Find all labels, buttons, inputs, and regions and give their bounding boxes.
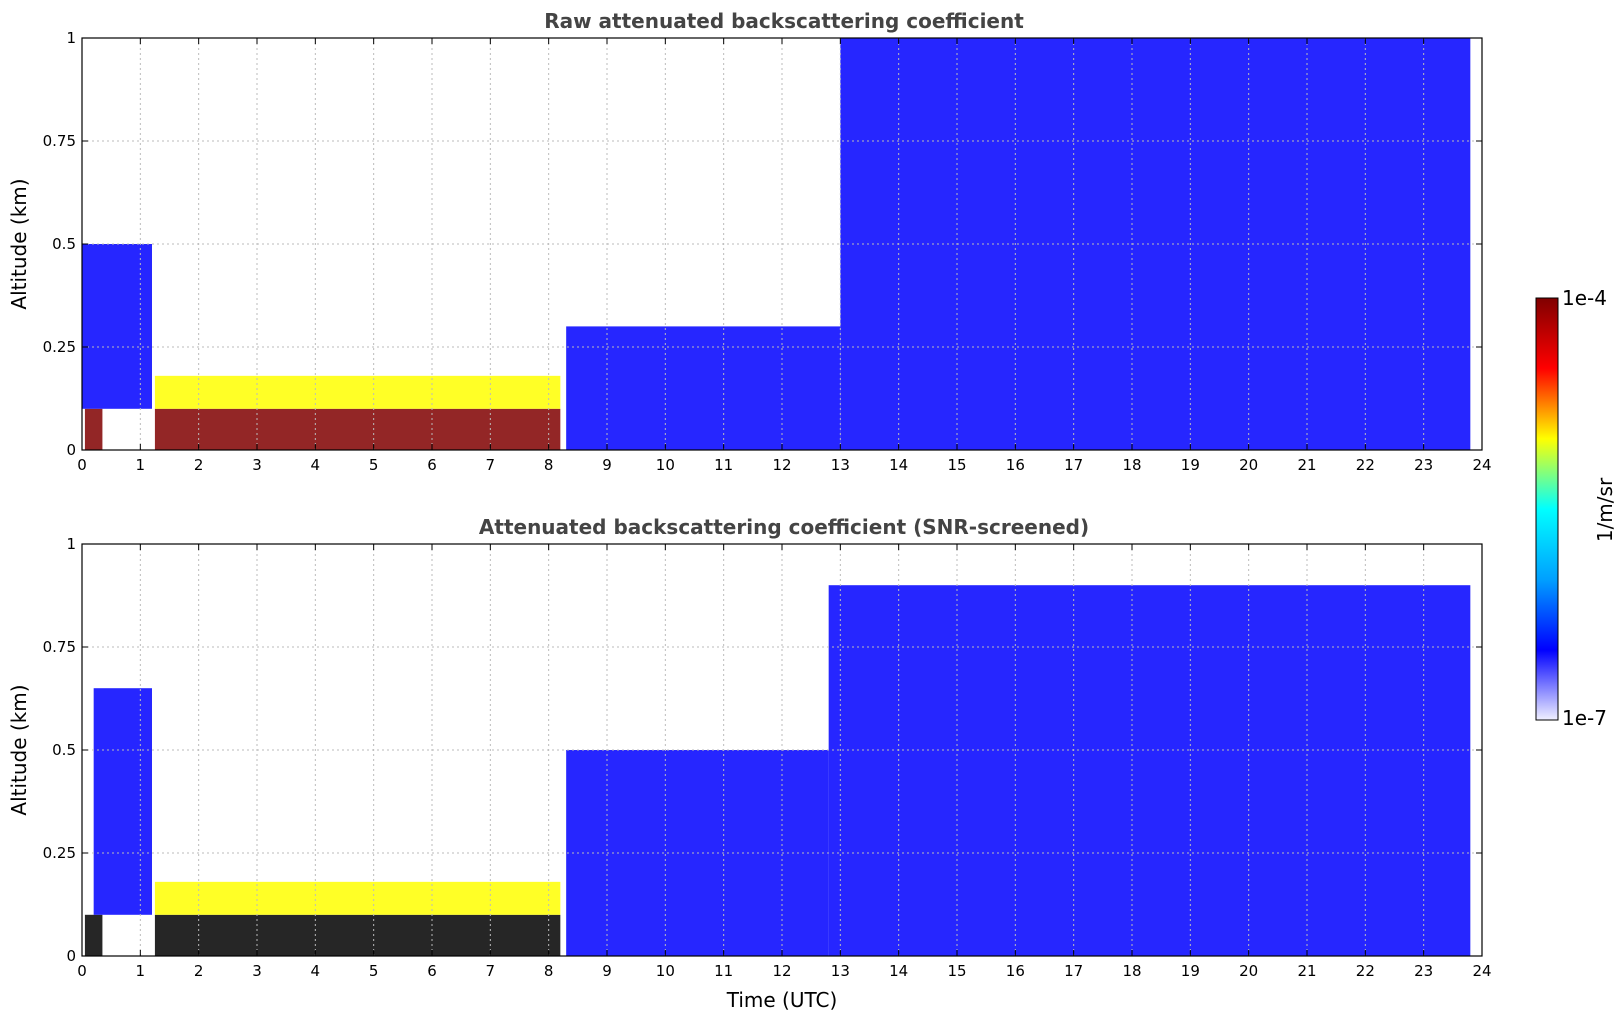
x-tick-label: 17 — [1064, 456, 1083, 474]
heatmap-cell — [82, 244, 152, 409]
x-tick-label: 16 — [1006, 962, 1025, 980]
y-tick-label: 0.75 — [43, 132, 76, 150]
y-tick-label: 0.25 — [43, 338, 76, 356]
x-tick-label: 15 — [947, 456, 966, 474]
x-tick-label: 0 — [77, 962, 87, 980]
colorbar-unit-label: 1/m/sr — [1593, 477, 1617, 542]
heatmap-cell — [84, 914, 103, 956]
y-tick-label: 0 — [66, 947, 76, 965]
y-tick-label: 1 — [66, 29, 76, 47]
x-tick-label: 6 — [427, 962, 437, 980]
y-tick-label: 1 — [66, 535, 76, 553]
x-tick-label: 11 — [714, 456, 733, 474]
x-tick-label: 24 — [1472, 456, 1491, 474]
y-tick-label: 0.5 — [52, 235, 76, 253]
heatmap-cell — [154, 375, 561, 409]
x-tick-label: 12 — [772, 456, 791, 474]
x-tick-label: 18 — [1122, 962, 1141, 980]
x-tick-label: 24 — [1472, 962, 1491, 980]
x-tick-label: 7 — [486, 456, 496, 474]
x-tick-label: 22 — [1356, 962, 1375, 980]
x-tick-label: 23 — [1414, 456, 1433, 474]
x-tick-label: 14 — [889, 962, 908, 980]
colorbar-min-label: 1e-7 — [1562, 706, 1607, 730]
top-y-axis-label: Altitude (km) — [7, 178, 31, 309]
heatmap-cell — [840, 38, 1471, 450]
x-tick-label: 15 — [947, 962, 966, 980]
x-tick-label: 9 — [602, 456, 612, 474]
y-tick-label: 0 — [66, 441, 76, 459]
x-tick-label: 6 — [427, 456, 437, 474]
x-tick-label: 1 — [136, 456, 146, 474]
x-tick-label: 2 — [194, 962, 204, 980]
colorbar-gradient — [1535, 297, 1559, 721]
x-tick-label: 17 — [1064, 962, 1083, 980]
x-tick-label: 18 — [1122, 456, 1141, 474]
top-panel-title: Raw attenuated backscattering coefficien… — [544, 9, 1024, 33]
x-tick-label: 19 — [1181, 962, 1200, 980]
x-tick-label: 9 — [602, 962, 612, 980]
top-grid — [81, 37, 1483, 451]
x-tick-label: 22 — [1356, 456, 1375, 474]
x-tick-label: 13 — [831, 456, 850, 474]
x-tick-label: 13 — [831, 962, 850, 980]
heatmap-cell — [154, 914, 561, 956]
heatmap-cell — [154, 881, 561, 915]
heatmap-cell — [828, 585, 1471, 956]
x-tick-label: 4 — [311, 456, 321, 474]
bottom-y-axis: 0 0.25 0.5 0.75 1 — [43, 535, 1482, 965]
x-tick-label: 23 — [1414, 962, 1433, 980]
bottom-x-axis-label: Time (UTC) — [726, 988, 838, 1012]
bottom-x-axis: 0 1 2 3 4 5 6 7 8 9 10 11 12 13 14 15 16 17 18 19 20 21 22 23 24 — [77, 544, 1492, 980]
heatmap-cell — [154, 408, 561, 450]
x-tick-label: 2 — [194, 456, 204, 474]
x-tick-label: 1 — [136, 962, 146, 980]
x-tick-label: 0 — [77, 456, 87, 474]
x-tick-label: 19 — [1181, 456, 1200, 474]
x-tick-label: 5 — [369, 456, 379, 474]
bottom-panel: Attenuated backscattering coefficient (S… — [7, 515, 1492, 1012]
x-tick-label: 7 — [486, 962, 496, 980]
y-tick-label: 0.5 — [52, 741, 76, 759]
x-tick-label: 20 — [1239, 456, 1258, 474]
x-tick-label: 5 — [369, 962, 379, 980]
x-tick-label: 14 — [889, 456, 908, 474]
x-tick-label: 11 — [714, 962, 733, 980]
x-tick-label: 8 — [544, 962, 554, 980]
top-y-axis: 0 0.25 0.5 0.75 1 — [43, 29, 1482, 459]
colorbar: 1e-4 1e-7 1/m/sr — [1535, 286, 1617, 730]
x-tick-label: 3 — [252, 456, 262, 474]
colorbar-max-label: 1e-4 — [1562, 286, 1607, 310]
x-tick-label: 4 — [311, 962, 321, 980]
x-tick-label: 8 — [544, 456, 554, 474]
top-panel: Raw attenuated backscattering coefficien… — [7, 9, 1492, 474]
bottom-y-axis-label: Altitude (km) — [7, 684, 31, 815]
heatmap-cell — [84, 408, 103, 450]
x-tick-label: 10 — [656, 962, 675, 980]
bottom-heatmap — [84, 585, 1471, 956]
x-tick-label: 21 — [1297, 456, 1316, 474]
top-x-axis: 0 1 2 3 4 5 6 7 8 9 10 11 12 13 14 15 16 17 18 19 20 21 22 23 24 — [77, 38, 1492, 474]
x-tick-label: 10 — [656, 456, 675, 474]
y-tick-label: 0.25 — [43, 844, 76, 862]
x-tick-label: 3 — [252, 962, 262, 980]
x-tick-label: 20 — [1239, 962, 1258, 980]
y-tick-label: 0.75 — [43, 638, 76, 656]
bottom-panel-title: Attenuated backscattering coefficient (S… — [479, 515, 1089, 539]
top-heatmap — [82, 38, 1471, 450]
heatmap-cell — [93, 688, 152, 915]
x-tick-label: 16 — [1006, 456, 1025, 474]
x-tick-label: 21 — [1297, 962, 1316, 980]
x-tick-label: 12 — [772, 962, 791, 980]
